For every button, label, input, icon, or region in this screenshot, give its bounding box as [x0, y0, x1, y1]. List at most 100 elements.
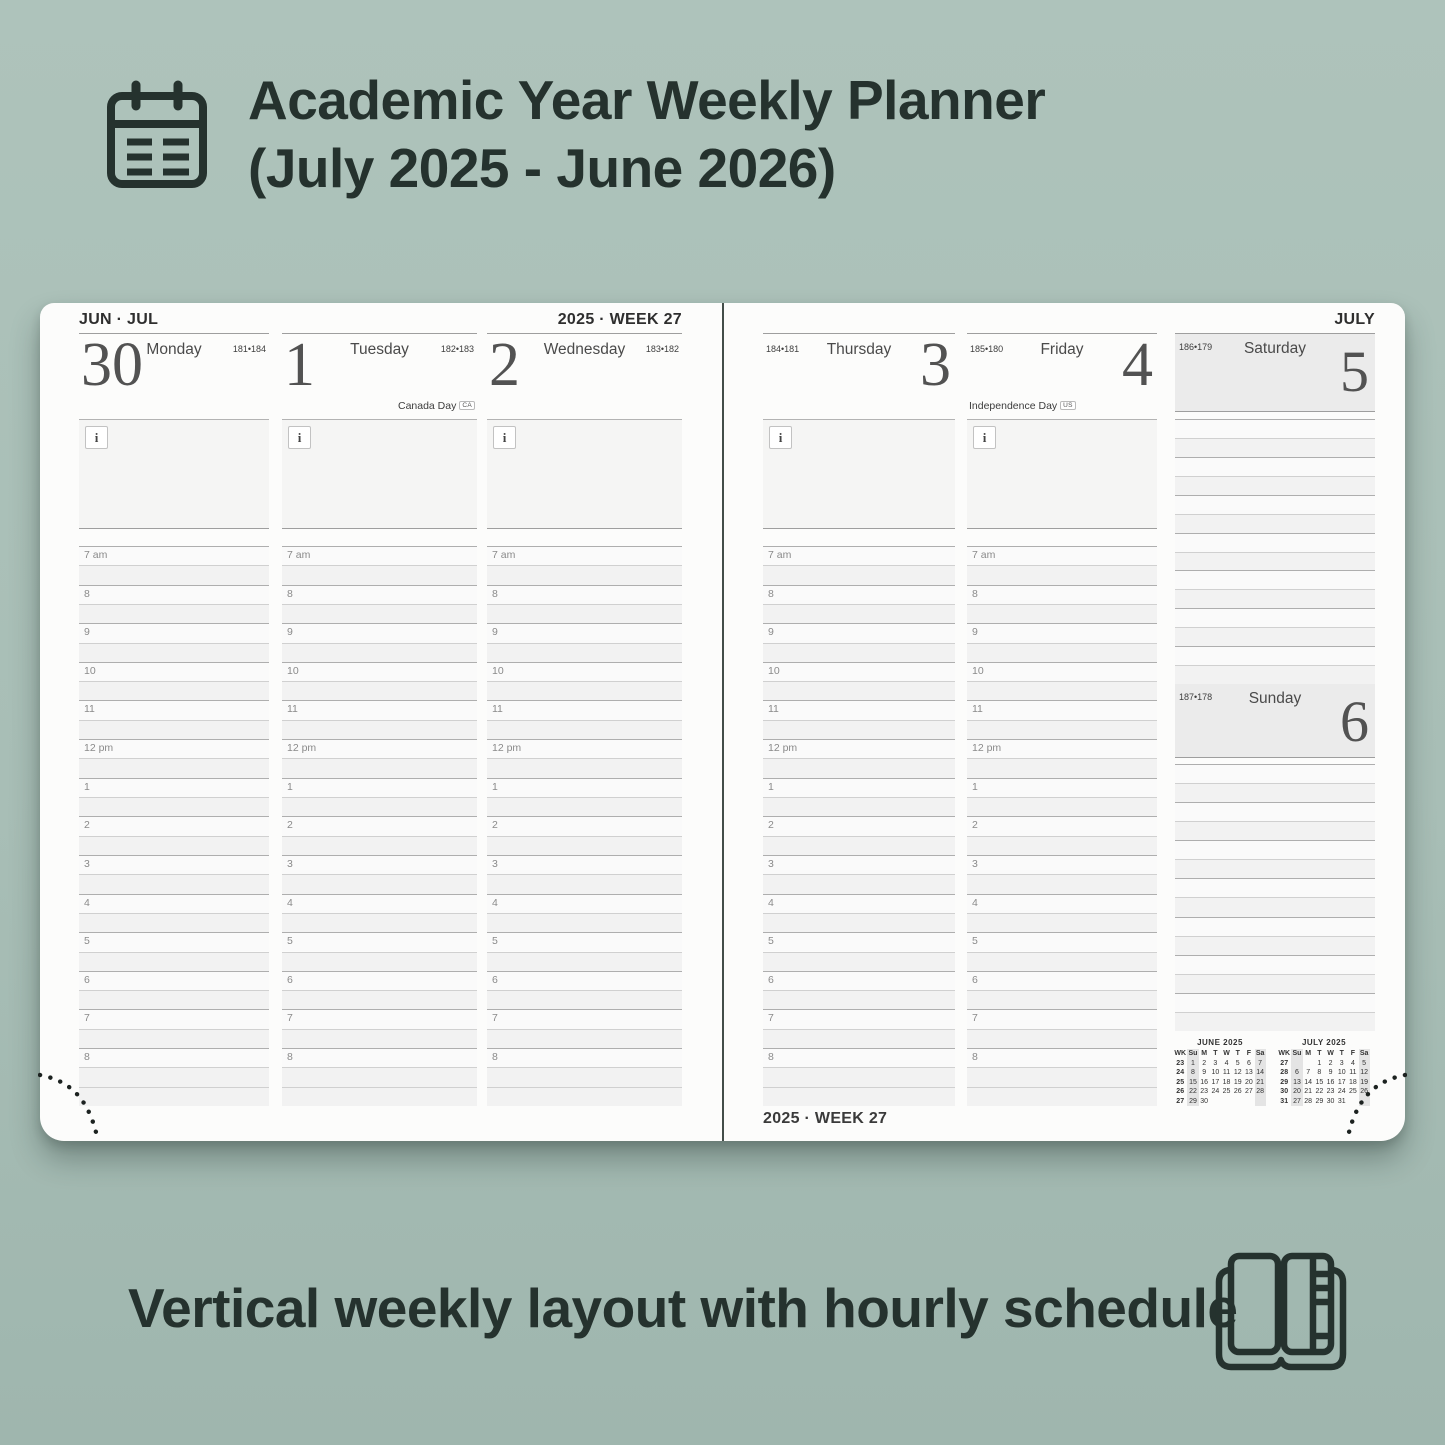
- hour-row: [487, 1067, 682, 1087]
- hour-row: [487, 797, 682, 817]
- hour-row: 10: [487, 661, 682, 682]
- hour-row: 11: [282, 700, 477, 720]
- stitching-left: [38, 1061, 138, 1143]
- hour-row: [967, 1067, 1157, 1087]
- mini-calendar-day-cell: 19: [1233, 1078, 1242, 1086]
- hour-label: 12 pm: [972, 742, 1002, 755]
- day-header: 1 Tuesday 182•183: [282, 334, 477, 396]
- hour-row: [763, 797, 955, 817]
- mini-calendar-day-cell: 30: [1200, 1097, 1209, 1105]
- hour-row: [79, 642, 269, 662]
- mini-calendar-header-cell: F: [1246, 1050, 1252, 1057]
- hour-row: 3: [967, 854, 1157, 875]
- info-icon: i: [973, 426, 996, 449]
- day-header: 4 Friday 185•180: [967, 334, 1157, 396]
- hour-label: 2: [287, 819, 293, 832]
- mini-calendar-day-cell: [1232, 1097, 1243, 1106]
- mini-calendar: JUNE 2025 WK Su M T W T F Sa 23 1 2 3 4 5 6 7 24 8 9 10 11 12 1…: [1173, 1036, 1267, 1106]
- hour-label: 3: [287, 857, 293, 870]
- mini-calendar-day-cell: 21: [1304, 1088, 1313, 1096]
- hour-row: 2: [763, 816, 955, 836]
- hour-row: 3: [79, 854, 269, 875]
- hour-row: [79, 1067, 269, 1087]
- hour-row: [967, 1028, 1157, 1049]
- hour-row: 10: [967, 661, 1157, 682]
- hour-row: [1175, 551, 1375, 571]
- hour-row: 8: [967, 584, 1157, 604]
- hour-label: 8: [84, 587, 90, 600]
- hour-row: 6: [487, 970, 682, 991]
- mini-calendar-day-cell: 1: [1317, 1060, 1322, 1067]
- mini-calendar-day-cell: 4: [1224, 1060, 1229, 1067]
- hour-row: [1175, 532, 1375, 552]
- hour-grid: 7 am 8 9 10 11 12 pm 1 2 3 4 5 6 7 8: [282, 546, 477, 1106]
- hour-label: 8: [287, 1051, 293, 1064]
- hour-row: [763, 951, 955, 971]
- stitching-right: [1307, 1061, 1407, 1143]
- day-name: Friday: [1040, 341, 1084, 358]
- hour-label: 8: [492, 1051, 498, 1064]
- day-number: 1: [284, 331, 315, 399]
- mini-calendar-header-cell: T: [1317, 1050, 1322, 1057]
- hour-row: [1175, 570, 1375, 590]
- mini-calendar-day-cell: 24: [1337, 1088, 1346, 1096]
- hour-label: 1: [768, 780, 774, 793]
- mini-calendar-day-cell: 4: [1350, 1060, 1355, 1067]
- hour-label: 11: [492, 703, 503, 716]
- hour-row: [967, 642, 1157, 662]
- mini-calendar-day-cell: 28: [1304, 1097, 1313, 1105]
- day-header: 2 Wednesday 183•182: [487, 334, 682, 396]
- hour-row: [282, 758, 477, 778]
- hour-label: 3: [84, 857, 90, 870]
- hour-row: 9: [763, 623, 955, 643]
- hour-row: 4: [763, 893, 955, 913]
- hour-label: 11: [287, 703, 298, 716]
- hour-row: 3: [282, 854, 477, 875]
- mini-calendar-day-cell: 14: [1304, 1078, 1313, 1086]
- hour-label: 4: [768, 896, 774, 909]
- mini-calendar-day-cell: 9: [1202, 1069, 1207, 1077]
- mini-calendar-day-cell: 5: [1358, 1059, 1370, 1069]
- hour-row: [763, 1086, 955, 1106]
- mini-calendar-day-cell: 26: [1176, 1088, 1185, 1096]
- hour-row: 6: [967, 970, 1157, 991]
- holiday-name: Independence Day: [969, 400, 1058, 412]
- hour-label: 3: [768, 857, 774, 870]
- hour-row: [1175, 627, 1375, 647]
- hour-row: [967, 681, 1157, 701]
- mini-calendar-day-cell: 2: [1328, 1060, 1333, 1067]
- mini-calendar-day-cell: 18: [1222, 1078, 1231, 1086]
- hour-row: [967, 990, 1157, 1010]
- mini-calendar-day-cell: [1221, 1097, 1232, 1106]
- hour-row: [1175, 419, 1375, 438]
- day-number: 5: [1340, 339, 1369, 404]
- hour-row: 2: [967, 816, 1157, 836]
- hour-row: [1175, 665, 1375, 684]
- hour-row: 8: [282, 584, 477, 604]
- mini-calendar-day-cell: 15: [1187, 1077, 1199, 1088]
- mini-calendar-day-cell: 29: [1280, 1078, 1289, 1086]
- hour-label: 4: [84, 896, 90, 909]
- hour-label: 9: [492, 626, 498, 639]
- hour-row: 8: [79, 1048, 269, 1068]
- hour-row: [79, 758, 269, 778]
- mini-calendar-day-cell: 11: [1349, 1069, 1357, 1077]
- hour-row: [79, 719, 269, 740]
- hour-label: 9: [972, 626, 978, 639]
- hour-grid: 7 am 8 9 10 11 12 pm 1 2 3 4 5 6 7 8: [763, 546, 955, 1106]
- info-icon: i: [288, 426, 311, 449]
- hour-row: [282, 797, 477, 817]
- hour-row: [79, 681, 269, 701]
- hour-row: 2: [79, 816, 269, 836]
- left-page-month-label: JUN · JUL: [79, 311, 159, 328]
- calendar-icon: [100, 78, 214, 192]
- day-name: Saturday: [1243, 340, 1307, 357]
- day-column: 30 Monday 181•184 i 7 am 8 9 10 11 12 pm 1 2 3 4 5 6 7 8: [79, 333, 269, 1106]
- hour-row: [79, 874, 269, 894]
- mini-calendar-title: JUNE 2025: [1197, 1038, 1243, 1047]
- mini-calendar-day-cell: 20: [1245, 1078, 1253, 1086]
- day-column: 4 Friday 185•180 Independence Day US i 7 am 8 9 1…: [967, 333, 1157, 1106]
- hour-row: 8: [282, 1048, 477, 1068]
- hour-grid: 7 am 8 9 10 11 12 pm 1 2 3 4 5 6 7 8: [79, 546, 269, 1106]
- mini-calendar-day-cell: 25: [1176, 1078, 1185, 1086]
